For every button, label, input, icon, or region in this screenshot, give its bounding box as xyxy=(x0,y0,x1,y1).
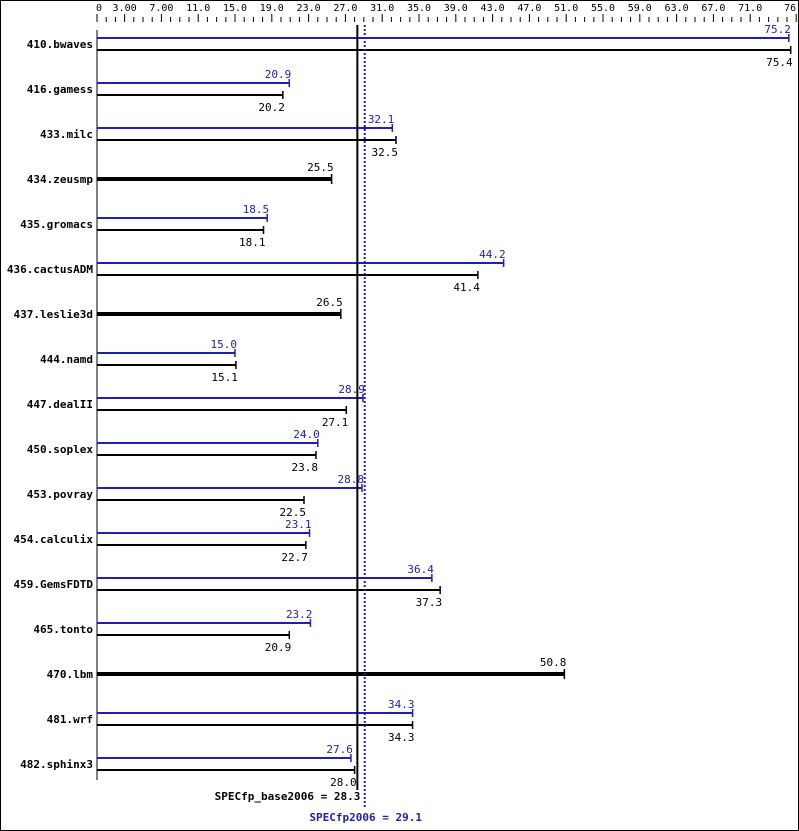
value-label-base: 25.5 xyxy=(307,161,334,174)
tick-label: 59.0 xyxy=(628,3,652,14)
benchmark-label: 433.milc xyxy=(40,128,93,141)
value-label-peak: 23.2 xyxy=(286,608,313,621)
tick-label: 3.00 xyxy=(113,3,137,14)
value-label-peak: 27.6 xyxy=(326,743,353,756)
benchmark-label: 481.wrf xyxy=(47,713,93,726)
value-label-peak: 24.0 xyxy=(293,428,320,441)
benchmark-label: 410.bwaves xyxy=(27,38,93,51)
benchmark-label: 436.cactusADM xyxy=(7,263,93,276)
tick-label: 7.00 xyxy=(149,3,173,14)
value-label-base: 50.8 xyxy=(540,656,567,669)
tick-label: 15.0 xyxy=(223,3,247,14)
value-label-peak: 15.0 xyxy=(211,338,238,351)
benchmark-label: 465.tonto xyxy=(33,623,93,636)
benchmark-label: 470.lbm xyxy=(47,668,94,681)
tick-label: 51.0 xyxy=(554,3,578,14)
benchmark-label: 435.gromacs xyxy=(20,218,93,231)
value-label-base: 15.1 xyxy=(211,371,238,384)
benchmark-label: 434.zeusmp xyxy=(27,173,94,186)
value-label-peak: 18.5 xyxy=(243,203,270,216)
benchmark-label: 459.GemsFDTD xyxy=(14,578,94,591)
benchmark-label: 437.leslie3d xyxy=(14,308,93,321)
value-label-base: 37.3 xyxy=(416,596,443,609)
tick-label: 76.0 xyxy=(784,3,799,14)
benchmark-label: 482.sphinx3 xyxy=(20,758,93,771)
value-label-base: 26.5 xyxy=(316,296,343,309)
value-label-peak: 28.9 xyxy=(338,383,365,396)
reference-label-base: SPECfp_base2006 = 28.3 xyxy=(215,790,361,803)
tick-label: 0 xyxy=(96,3,102,14)
value-label-base: 27.1 xyxy=(322,416,349,429)
tick-label: 67.0 xyxy=(701,3,725,14)
value-label-peak: 20.9 xyxy=(265,68,292,81)
value-label-peak: 34.3 xyxy=(388,698,415,711)
value-label-base: 20.2 xyxy=(258,101,285,114)
benchmark-label: 454.calculix xyxy=(14,533,94,546)
value-label-base: 18.1 xyxy=(239,236,266,249)
tick-label: 43.0 xyxy=(481,3,505,14)
tick-label: 71.0 xyxy=(738,3,762,14)
tick-label: 63.0 xyxy=(665,3,689,14)
value-label-peak: 28.8 xyxy=(337,473,364,486)
benchmark-label: 444.namd xyxy=(40,353,93,366)
tick-label: 31.0 xyxy=(370,3,394,14)
tick-label: 39.0 xyxy=(444,3,468,14)
reference-label-peak: SPECfp2006 = 29.1 xyxy=(309,811,422,824)
tick-label: 55.0 xyxy=(591,3,615,14)
value-label-base: 28.0 xyxy=(330,776,357,789)
value-label-peak: 36.4 xyxy=(407,563,434,576)
tick-label: 27.0 xyxy=(333,3,357,14)
value-label-peak: 32.1 xyxy=(368,113,395,126)
value-label-peak: 44.2 xyxy=(479,248,506,261)
value-label-base: 22.7 xyxy=(281,551,308,564)
value-label-peak: 75.2 xyxy=(764,23,791,36)
value-label-base: 32.5 xyxy=(372,146,399,159)
value-label-base: 23.8 xyxy=(291,461,318,474)
benchmark-label: 416.gamess xyxy=(27,83,93,96)
value-label-base: 20.9 xyxy=(265,641,292,654)
value-label-base: 75.4 xyxy=(766,56,793,69)
tick-label: 47.0 xyxy=(517,3,541,14)
tick-label: 35.0 xyxy=(407,3,431,14)
value-label-peak: 23.1 xyxy=(285,518,312,531)
tick-label: 11.0 xyxy=(186,3,210,14)
value-label-base: 41.4 xyxy=(453,281,480,294)
value-label-base: 22.5 xyxy=(280,506,307,519)
tick-label: 23.0 xyxy=(297,3,321,14)
benchmark-label: 450.soplex xyxy=(27,443,94,456)
value-label-base: 34.3 xyxy=(388,731,415,744)
benchmark-label: 447.dealII xyxy=(27,398,93,411)
tick-label: 19.0 xyxy=(260,3,284,14)
benchmark-label: 453.povray xyxy=(27,488,94,501)
